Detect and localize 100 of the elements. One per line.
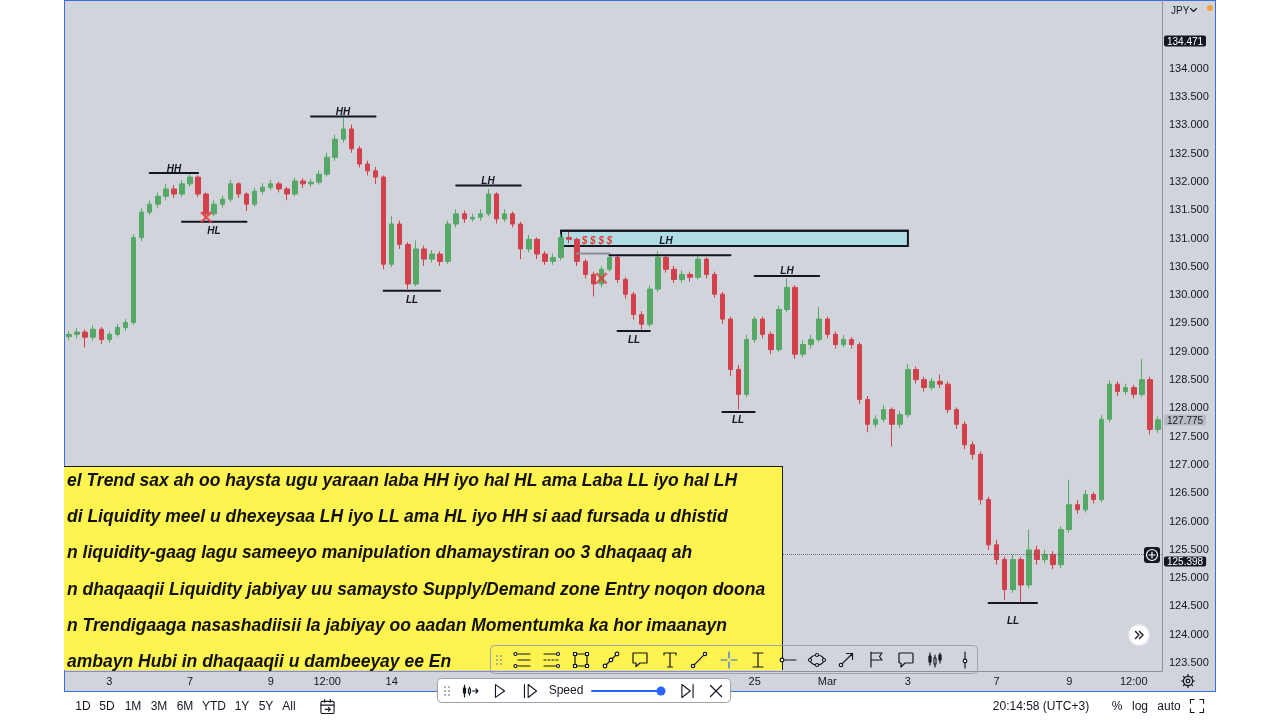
y-tick-label: 123.500 [1169, 655, 1209, 668]
text: auto [1157, 699, 1181, 713]
annotation: n Trendigaaga nasashadiisii la jabiyay oo aadan Momentumka ka hor imaanayn [67, 615, 728, 635]
candlestick [324, 152, 330, 178]
candlestick [994, 539, 999, 566]
candlestick [405, 241, 411, 290]
y-tick-label: 131.000 [1169, 231, 1209, 244]
x-tick-label: 9 [1066, 674, 1073, 687]
annotation: LH [481, 174, 495, 186]
y-tick-label: 133.500 [1169, 90, 1209, 103]
y-tick-label: 134.000 [1169, 61, 1209, 74]
candlestick [437, 250, 443, 267]
y-tick-label: 131.500 [1169, 203, 1209, 216]
candlestick [1147, 376, 1153, 436]
candlestick [574, 237, 580, 267]
candlestick [1139, 358, 1145, 398]
candlestick [695, 255, 701, 280]
candlestick [470, 213, 475, 223]
annotation: el Trend sax ah oo haysta ugu yaraan laba HH iyo hal HL ama Laba LL iyo hal LH [67, 470, 738, 490]
y-tick-label: 130.500 [1169, 259, 1209, 272]
candlestick [349, 123, 354, 154]
candlestick [131, 233, 136, 326]
candlestick [1050, 550, 1056, 570]
candlestick [123, 318, 128, 332]
y-tick-label: 125.500 [1169, 542, 1209, 555]
candlestick [776, 305, 782, 353]
candlestick [1010, 553, 1016, 594]
candlestick [453, 208, 459, 228]
candlestick [889, 406, 895, 447]
annotation: n dhaqaaqii Liquidity jabiyay uu samaysto Supply/Demand zone Entry noqon doona [67, 579, 766, 599]
candlestick [462, 209, 467, 224]
candlestick [341, 117, 346, 144]
annotation: $ $ $ $ [581, 234, 613, 246]
x-tick-label: Mar [817, 674, 838, 687]
candlestick [873, 414, 878, 429]
candlestick [1002, 556, 1007, 601]
y-tick-label: 132.000 [1169, 175, 1209, 188]
candlestick [518, 221, 523, 260]
candlestick [413, 239, 419, 287]
candlestick [954, 406, 959, 430]
candlestick [744, 334, 749, 398]
candlestick [1131, 384, 1137, 399]
candlestick [760, 316, 765, 339]
candlestick [179, 179, 185, 198]
candlestick [929, 377, 935, 391]
candlestick [704, 256, 709, 279]
candlestick [1091, 491, 1096, 505]
y-tick-label: 128.500 [1169, 373, 1209, 386]
candlestick [1107, 379, 1112, 423]
annotation: di Liquidity meel u dhexeysaa LH iyo LL ama HL iyo HH si aad fursada u dhistid [67, 506, 728, 526]
candlestick [147, 199, 152, 216]
candlestick [647, 285, 653, 328]
candlestick [615, 255, 620, 284]
text: 1D [75, 699, 91, 713]
y-tick-label: 129.000 [1169, 344, 1209, 357]
candlestick [381, 174, 386, 270]
x-tick-label: 12:00 [313, 674, 341, 687]
annotation: LH [659, 234, 673, 246]
ref-line-label: 125.398 [1167, 556, 1204, 568]
annotation: HL [207, 224, 221, 236]
candlestick [252, 187, 257, 208]
candlestick [937, 374, 943, 389]
candlestick [881, 404, 886, 423]
candlestick [276, 181, 282, 193]
x-tick-label: 9 [267, 674, 274, 687]
candlestick [155, 191, 161, 209]
annotation: HH [335, 105, 351, 117]
text: 5D [99, 699, 115, 713]
candlestick [526, 234, 532, 253]
candlestick [308, 178, 314, 188]
candlestick [74, 327, 80, 339]
text: 1M [124, 699, 142, 713]
candlestick [228, 179, 233, 203]
candlestick [679, 269, 685, 284]
candlestick [752, 315, 757, 344]
y-tick-label: 126.000 [1169, 514, 1209, 527]
candlestick [913, 366, 919, 385]
candlestick [962, 421, 967, 450]
annotation: LL [1006, 614, 1020, 626]
text: All [282, 699, 296, 713]
candlestick [90, 324, 96, 342]
candlestick [171, 184, 177, 199]
candlestick [1115, 380, 1120, 397]
y-tick-label: 126.500 [1169, 486, 1209, 499]
candlestick [671, 265, 677, 284]
candlestick [825, 316, 830, 339]
candlestick [107, 331, 112, 344]
candlestick [905, 363, 911, 419]
candlestick [1058, 525, 1064, 569]
candlestick [502, 208, 507, 223]
candlestick [1018, 556, 1024, 604]
candlestick [784, 277, 790, 313]
candlestick [986, 496, 991, 551]
candlestick [365, 160, 370, 176]
candlestick [712, 271, 717, 299]
candlestick [1034, 545, 1040, 566]
candlestick [195, 174, 201, 198]
candlestick [300, 177, 306, 189]
candlestick [268, 179, 273, 191]
y-tick-label: 127.000 [1169, 457, 1209, 470]
